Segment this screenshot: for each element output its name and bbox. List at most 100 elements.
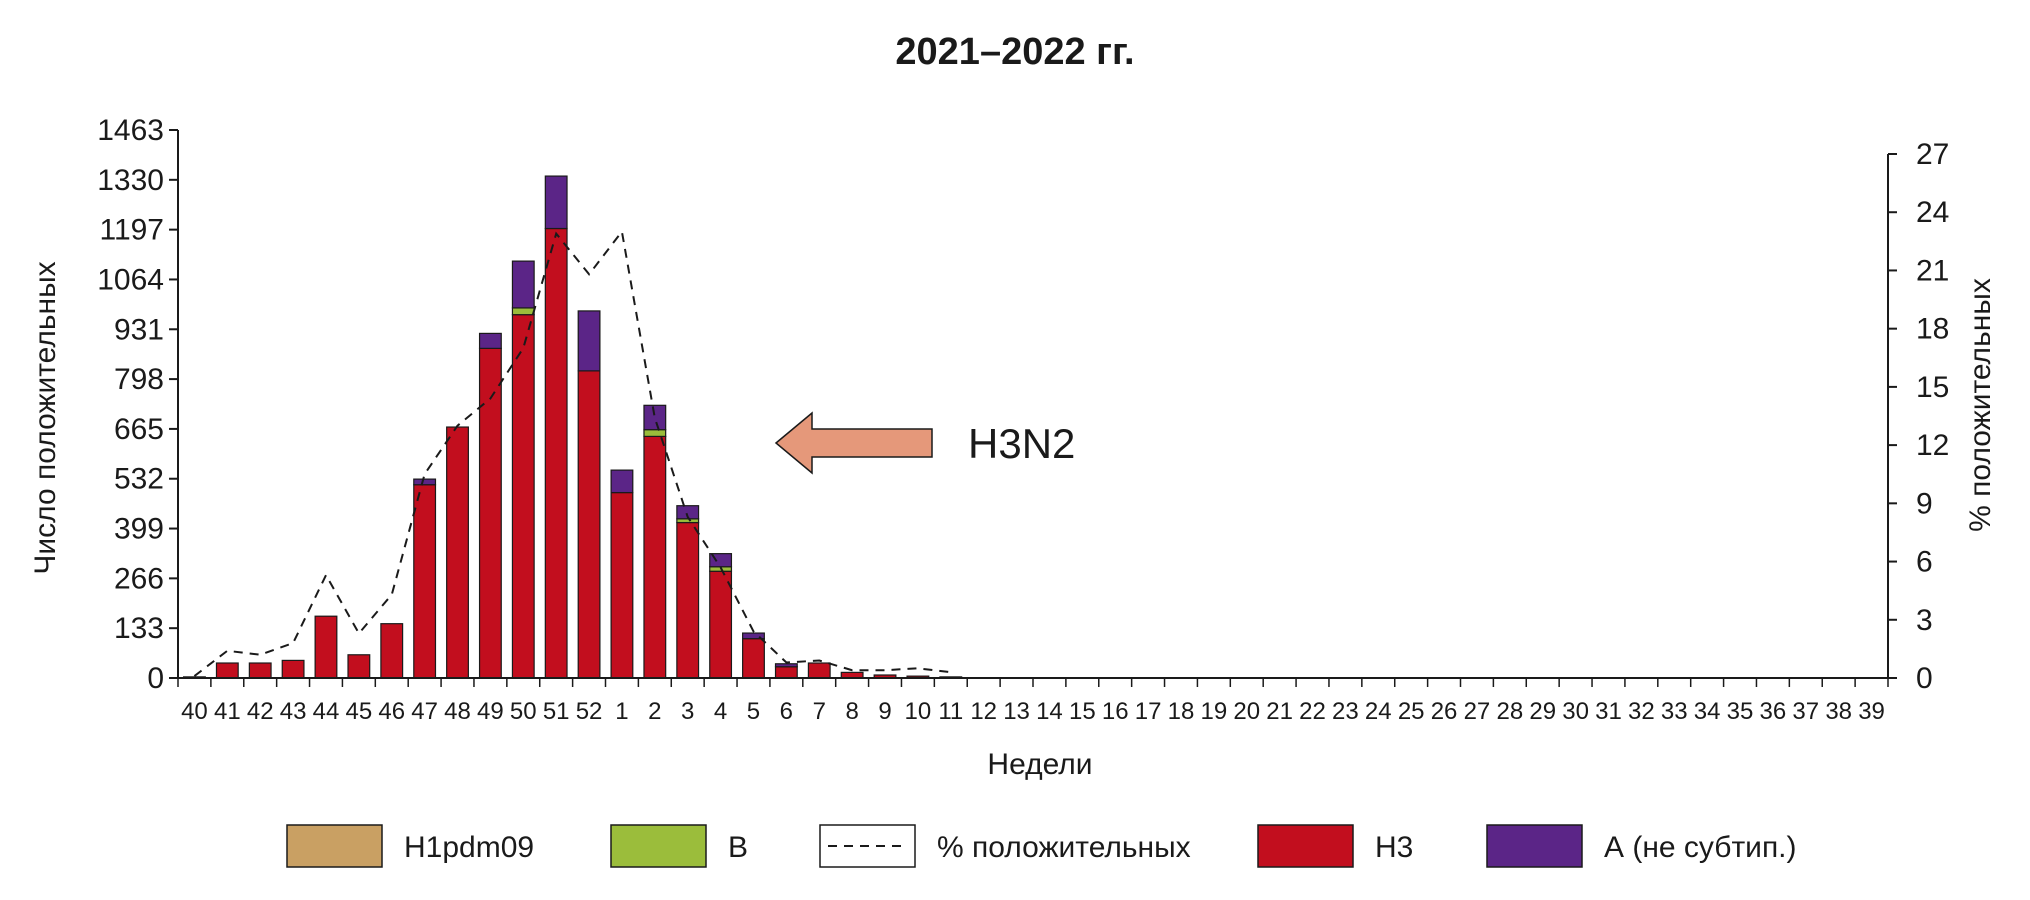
x-tick-label: 27 [1464, 698, 1491, 725]
legend-label: H1pdm09 [404, 831, 534, 864]
x-tick-label: 10 [905, 698, 932, 725]
bar-segment [511, 314, 535, 679]
bar-segment [347, 654, 371, 679]
y-tick-right-label: 15 [1916, 371, 1949, 404]
x-tick-label: 32 [1628, 698, 1655, 725]
x-tick-label: 3 [681, 698, 694, 725]
bar-segment [248, 662, 272, 679]
x-tick-label: 42 [247, 698, 274, 725]
y-tick-right-label: 18 [1916, 313, 1949, 346]
annotation-layer: H3N2 [774, 411, 1075, 475]
y-tick-left-label: 1463 [97, 114, 164, 147]
bar-segment [610, 491, 634, 679]
axes-layer: 0133266399532665798931106411971330146303… [97, 114, 1949, 725]
bar-segment [446, 426, 469, 679]
x-tick-label: 35 [1727, 698, 1754, 725]
x-tick-label: 14 [1036, 698, 1063, 725]
x-tick-label: 9 [878, 698, 891, 725]
y-axis-left-label: Число положительных [29, 261, 62, 574]
x-tick-label: 20 [1233, 698, 1260, 725]
x-tick-label: 17 [1135, 698, 1162, 725]
x-tick-label: 7 [813, 698, 826, 725]
bar-segment [610, 469, 634, 494]
y-tick-left-label: 133 [114, 612, 164, 645]
y-tick-right-label: 24 [1916, 196, 1949, 229]
bar-segment [413, 478, 437, 486]
bar-segment [676, 505, 700, 520]
bars-layer [182, 175, 963, 679]
x-tick-label: 13 [1003, 698, 1030, 725]
y-tick-left-label: 399 [114, 513, 164, 546]
x-tick-label: 11 [938, 698, 963, 725]
x-tick-label: 47 [411, 698, 438, 725]
y-tick-left-label: 798 [114, 363, 164, 396]
legend-label: % положительных [937, 831, 1191, 864]
x-tick-label: 31 [1595, 698, 1622, 725]
x-tick-label: 18 [1168, 698, 1195, 725]
y-tick-right-label: 9 [1916, 487, 1933, 520]
y-tick-left-label: 665 [114, 413, 164, 446]
bar-segment [709, 570, 733, 679]
x-tick-label: 1 [615, 698, 628, 725]
x-tick-label: 12 [970, 698, 997, 725]
bar-segment [774, 663, 798, 668]
x-tick-label: 39 [1858, 698, 1885, 725]
x-tick-label: 38 [1825, 698, 1852, 725]
x-tick-label: 6 [780, 698, 793, 725]
x-tick-label: 25 [1398, 698, 1425, 725]
legend-label: А (не субтип.) [1604, 831, 1797, 864]
x-tick-label: 19 [1201, 698, 1228, 725]
x-tick-label: 50 [510, 698, 537, 725]
bar-segment [215, 662, 239, 679]
y-tick-right-label: 0 [1916, 662, 1933, 695]
x-tick-label: 30 [1562, 698, 1589, 725]
x-tick-label: 37 [1792, 698, 1819, 725]
x-tick-label: 22 [1299, 698, 1326, 725]
x-tick-label: 5 [747, 698, 760, 725]
x-tick-label: 46 [378, 698, 405, 725]
y-tick-left-label: 1330 [97, 164, 164, 197]
x-tick-label: 40 [181, 698, 208, 725]
bar-segment [577, 370, 601, 679]
bar-segment [676, 521, 700, 679]
x-tick-label: 23 [1332, 698, 1359, 725]
bar-segment [314, 615, 338, 679]
y-axis-right-label: % положительных [1964, 278, 1997, 532]
x-tick-label: 33 [1661, 698, 1688, 725]
chart-title: 2021–2022 гг. [895, 31, 1134, 73]
bar-segment [281, 659, 305, 679]
x-tick-label: 4 [714, 698, 727, 725]
x-axis-label: Недели [987, 748, 1092, 781]
bar-segment [544, 175, 568, 230]
x-tick-label: 16 [1102, 698, 1129, 725]
legend-swatch [1486, 824, 1583, 868]
legend-swatch [1257, 824, 1354, 868]
bar-segment [643, 429, 667, 438]
bar-segment [577, 310, 601, 372]
bar-segment [709, 553, 733, 568]
x-tick-label: 29 [1529, 698, 1556, 725]
legend: H1pdm09 В % положительных H3 А (не субтип.) [286, 824, 1797, 868]
legend-label: H3 [1375, 831, 1413, 864]
x-tick-label: 15 [1069, 698, 1096, 725]
x-tick-label: 45 [346, 698, 373, 725]
bar-segment [742, 632, 765, 640]
x-tick-label: 43 [280, 698, 307, 725]
y-tick-right-label: 27 [1916, 138, 1949, 171]
x-tick-label: 51 [543, 698, 570, 725]
x-tick-label: 26 [1431, 698, 1458, 725]
bar-segment [544, 227, 568, 679]
x-tick-label: 48 [444, 698, 471, 725]
x-tick-label: 21 [1266, 698, 1293, 725]
y-tick-right-label: 3 [1916, 604, 1933, 637]
x-tick-label: 44 [313, 698, 340, 725]
bar-segment [511, 307, 535, 316]
bar-segment [380, 623, 404, 679]
x-tick-label: 52 [576, 698, 603, 725]
y-tick-left-label: 931 [114, 313, 164, 346]
bar-segment [478, 332, 502, 349]
x-tick-label: 8 [845, 698, 858, 725]
y-tick-right-label: 21 [1916, 254, 1949, 287]
bar-segment [643, 435, 667, 679]
